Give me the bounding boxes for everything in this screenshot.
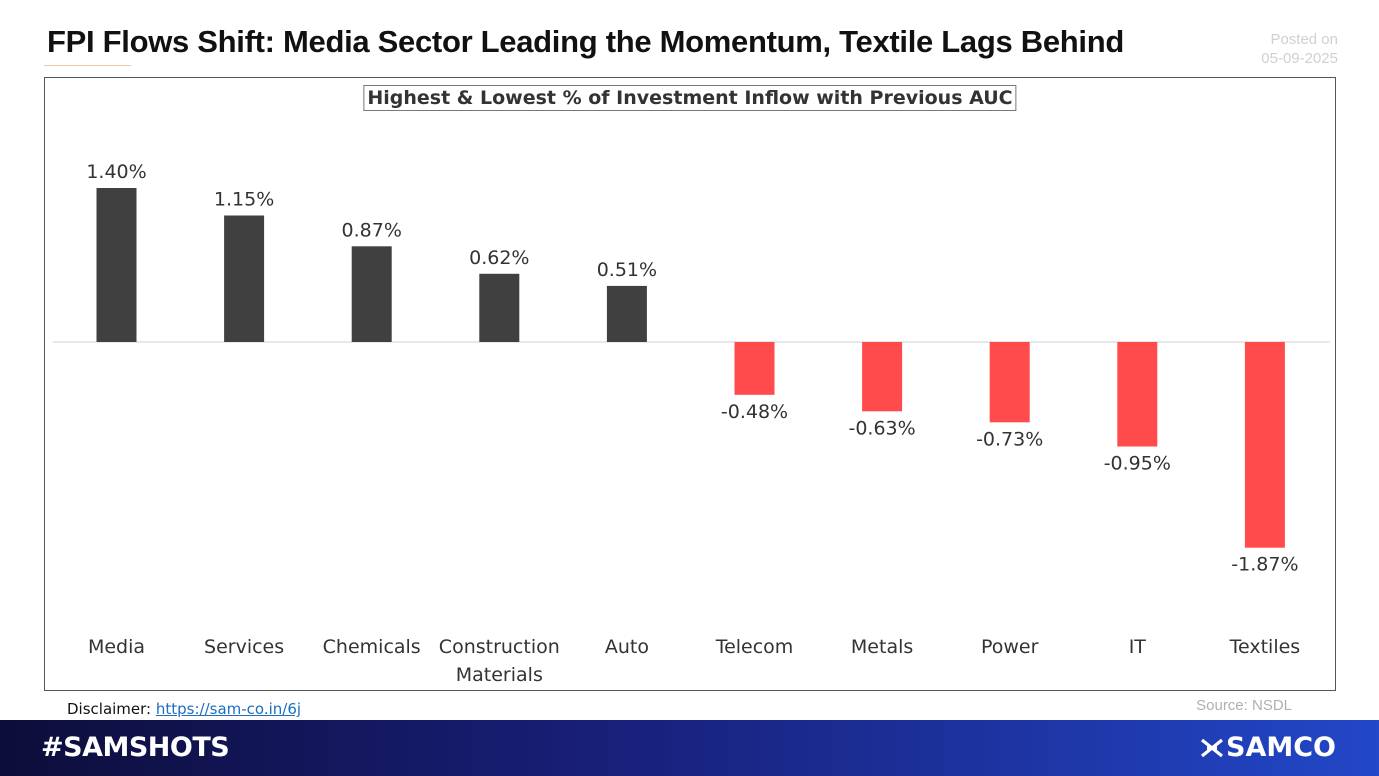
bar-chart: 1.40% Media 1.15% Services 0.87% Chemicals 0.6… <box>53 161 1330 686</box>
data-label-2: 0.87% <box>342 219 402 241</box>
bar-1 <box>224 215 265 342</box>
disclaimer-label: Disclaimer: <box>67 700 156 718</box>
data-label-3: 0.62% <box>469 247 529 269</box>
data-label-4: 0.51% <box>597 259 657 281</box>
bar-4 <box>606 285 647 342</box>
bar-8 <box>1117 342 1158 447</box>
data-label-9: -1.87% <box>1231 554 1298 576</box>
data-label-6: -0.63% <box>848 417 915 439</box>
bar-3 <box>479 273 520 342</box>
data-label-8: -0.95% <box>1104 453 1171 475</box>
brand-name: SAMCO <box>1226 732 1336 763</box>
category-label-5: Telecom <box>715 636 794 658</box>
disclaimer-link[interactable]: https://sam-co.in/6j <box>155 700 302 718</box>
category-label-4: Auto <box>605 636 649 658</box>
source-note: Source: NSDL <box>1196 697 1292 714</box>
category-label-0: Media <box>88 636 145 658</box>
category-label-7: Power <box>981 636 1039 658</box>
category-label-6: Metals <box>851 636 913 658</box>
bar-7 <box>989 342 1030 423</box>
hashtag-label: #SAMSHOTS <box>41 732 230 763</box>
posted-info: Posted on 05-09-2025 <box>1261 30 1338 68</box>
category-label-9: Textiles <box>1229 636 1301 658</box>
posted-label: Posted on <box>1270 31 1338 48</box>
category-label-8: IT <box>1129 636 1147 658</box>
chart-frame: 1.40% Media 1.15% Services 0.87% Chemicals 0.6… <box>44 77 1336 691</box>
data-label-7: -0.73% <box>976 428 1043 450</box>
data-label-0: 1.40% <box>86 161 146 183</box>
posted-date: 05-09-2025 <box>1261 50 1338 67</box>
bar-6 <box>862 342 903 412</box>
bar-5 <box>734 342 775 395</box>
data-label-1: 1.15% <box>214 189 274 211</box>
bar-2 <box>351 246 392 342</box>
category-label-2: Chemicals <box>323 636 421 658</box>
page-title: FPI Flows Shift: Media Sector Leading th… <box>47 24 1125 59</box>
disclaimer: Disclaimer: https://sam-co.in/6j <box>67 700 301 718</box>
bar-9 <box>1244 342 1285 548</box>
data-label-5: -0.48% <box>721 401 788 423</box>
bar-0 <box>96 188 137 342</box>
chart-title: Highest & Lowest % of Investment Inflow … <box>363 85 1017 111</box>
category-label-3: Construction Materials <box>439 636 560 686</box>
footer-banner: #SAMSHOTS SAMCO <box>0 720 1379 776</box>
title-underline <box>44 65 131 66</box>
category-label-1: Services <box>204 636 284 658</box>
brand-logo: SAMCO <box>1200 732 1336 763</box>
samco-logo-icon <box>1200 737 1224 759</box>
